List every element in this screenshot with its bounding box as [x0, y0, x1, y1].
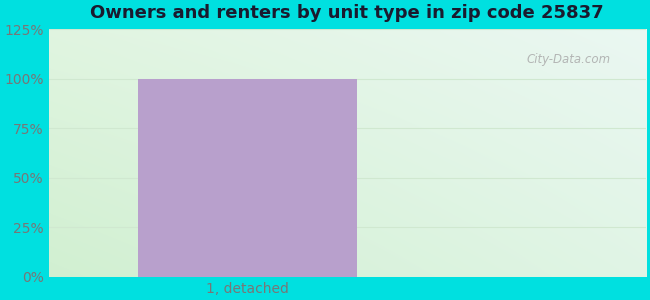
Title: Owners and renters by unit type in zip code 25837: Owners and renters by unit type in zip c…: [90, 4, 604, 22]
Bar: [138, 79, 357, 277]
Text: City-Data.com: City-Data.com: [526, 52, 610, 65]
